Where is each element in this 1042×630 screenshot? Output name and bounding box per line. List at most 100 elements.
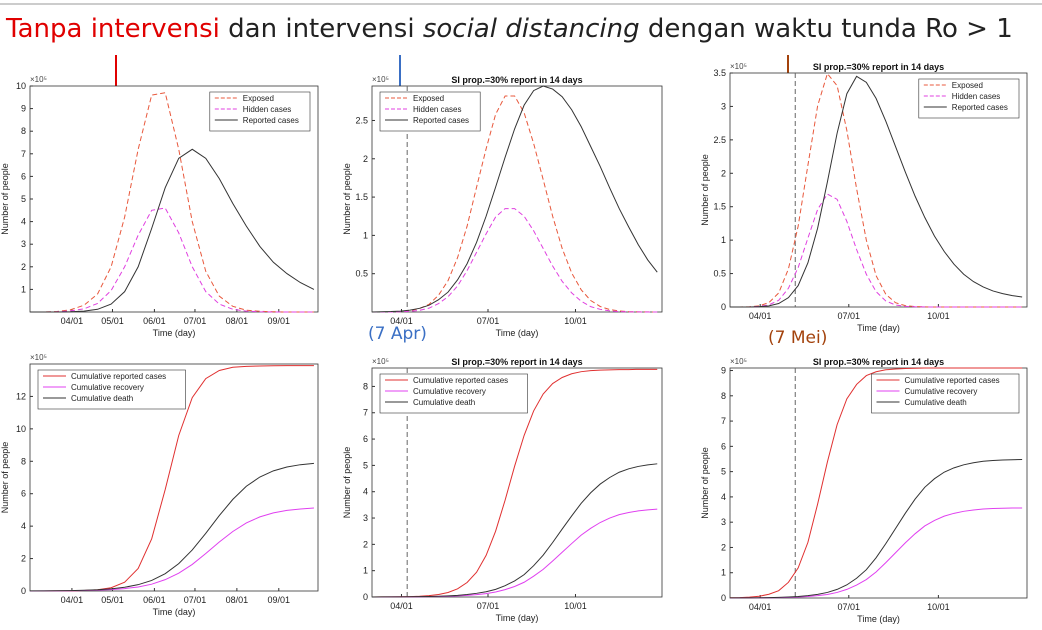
x-tick-label: 07/01 (184, 595, 207, 605)
y-tick-label: 7 (721, 416, 726, 426)
y-tick-label: 2 (363, 539, 368, 549)
x-tick-label: 10/01 (564, 601, 587, 611)
y-tick-label: 1 (363, 566, 368, 576)
y-tick-label: 1 (363, 230, 368, 240)
y-tick-label: 4 (721, 492, 726, 502)
legend-label: Exposed (243, 94, 274, 103)
line-series (29, 462, 314, 592)
y-tick-label: 3.5 (713, 68, 726, 78)
y-tick-label: 2 (721, 542, 726, 552)
line-series (30, 148, 315, 313)
x-axis-label: Time (day) (153, 328, 196, 338)
line-series (730, 75, 1023, 308)
y-tick-label: 0 (721, 302, 726, 312)
y-tick-label: 2 (21, 554, 26, 564)
line-series (730, 193, 1023, 308)
y-axis-label: Number of people (700, 447, 710, 519)
legend-label: Cumulative recovery (413, 387, 486, 396)
legend-box (918, 78, 1020, 119)
y-tick-label: 1 (21, 284, 26, 294)
x-axis-label: Time (day) (857, 323, 900, 333)
legend-label: Hidden cases (952, 92, 1000, 101)
y-tick-label: 0 (363, 592, 368, 602)
chart-title: SI prop.=30% report in 14 days (813, 62, 944, 72)
legend-box (379, 91, 481, 132)
y-tick-label: 8 (721, 391, 726, 401)
y-tick-label: 4 (21, 217, 26, 227)
x-tick-label: 09/01 (268, 316, 291, 326)
y-tick-label: 9 (721, 366, 726, 376)
x-tick-label: 10/01 (927, 311, 950, 321)
y-tick-label: 5 (721, 467, 726, 477)
x-tick-label: 04/01 (749, 311, 772, 321)
line-series (372, 208, 658, 313)
y-tick-label: 6 (363, 434, 368, 444)
title-part: dan intervensi (219, 14, 423, 44)
y-tick-label: 1.5 (355, 192, 368, 202)
y-tick-label: 0.5 (713, 269, 726, 279)
chart-title: SI prop.=30% report in 14 days (451, 75, 582, 85)
y-tick-label: 8 (21, 126, 26, 136)
legend-label: Cumulative reported cases (413, 376, 508, 385)
y-tick-label: 7 (21, 149, 26, 159)
legend-label: Cumulative death (71, 394, 133, 403)
title-part: dengan waktu tunda Ro > 1 (639, 14, 1013, 44)
line-series (730, 72, 1023, 308)
y-tick-label: 1 (721, 235, 726, 245)
legend-box (209, 91, 311, 132)
y-tick-label: 3 (21, 239, 26, 249)
annotation: (7 Mei) (768, 328, 828, 348)
y-multiplier: ×10⁵ (730, 62, 747, 71)
y-tick-label: 0.5 (355, 269, 368, 279)
legend-label: Cumulative reported cases (71, 372, 166, 381)
x-tick-label: 04/01 (61, 595, 84, 605)
y-tick-label: 1 (721, 568, 726, 578)
y-axis-label: Number of people (342, 447, 352, 519)
legend-label: Reported cases (413, 116, 469, 125)
line-series (729, 367, 1023, 599)
x-tick-label: 09/01 (268, 595, 291, 605)
y-axis-label: Number of people (0, 442, 10, 514)
x-tick-label: 07/01 (184, 316, 207, 326)
legend-label: Hidden cases (413, 105, 461, 114)
x-tick-label: 08/01 (226, 316, 249, 326)
legend-label: Exposed (413, 94, 444, 103)
y-tick-label: 6 (721, 441, 726, 451)
y-tick-label: 8 (21, 456, 26, 466)
x-axis-label: Time (day) (496, 613, 539, 623)
title-part: social distancing (422, 14, 640, 44)
slide-title: Tanpa intervensi dan intervensi social d… (6, 14, 1013, 44)
annotation: (7 Apr) (368, 324, 427, 344)
legend-label: Cumulative recovery (71, 383, 144, 392)
y-tick-label: 5 (21, 194, 26, 204)
y-tick-label: 9 (21, 104, 26, 114)
y-axis-label: Number of people (342, 163, 352, 235)
legend-label: Hidden cases (243, 105, 291, 114)
y-multiplier: ×10⁵ (372, 75, 389, 84)
y-tick-label: 2 (721, 168, 726, 178)
y-tick-label: 6 (21, 171, 26, 181)
line-series (729, 458, 1023, 599)
legend-label: Reported cases (243, 116, 299, 125)
y-tick-label: 2.5 (355, 115, 368, 125)
y-tick-label: 7 (363, 408, 368, 418)
x-tick-label: 07/01 (477, 601, 500, 611)
legend-label: Cumulative recovery (905, 387, 978, 396)
y-tick-label: 8 (363, 381, 368, 391)
y-axis-label: Number of people (0, 163, 10, 235)
x-tick-label: 04/01 (390, 601, 413, 611)
y-tick-label: 12 (16, 391, 26, 401)
x-axis-label: Time (day) (153, 607, 196, 617)
y-tick-label: 10 (16, 424, 26, 434)
y-tick-label: 4 (363, 487, 368, 497)
y-tick-label: 3 (721, 517, 726, 527)
y-tick-label: 1.5 (713, 202, 726, 212)
line-series (372, 95, 658, 313)
y-tick-label: 0 (721, 593, 726, 603)
x-tick-label: 06/01 (143, 316, 166, 326)
y-tick-label: 6 (21, 489, 26, 499)
x-tick-label: 04/01 (61, 316, 84, 326)
y-tick-label: 2 (363, 154, 368, 164)
